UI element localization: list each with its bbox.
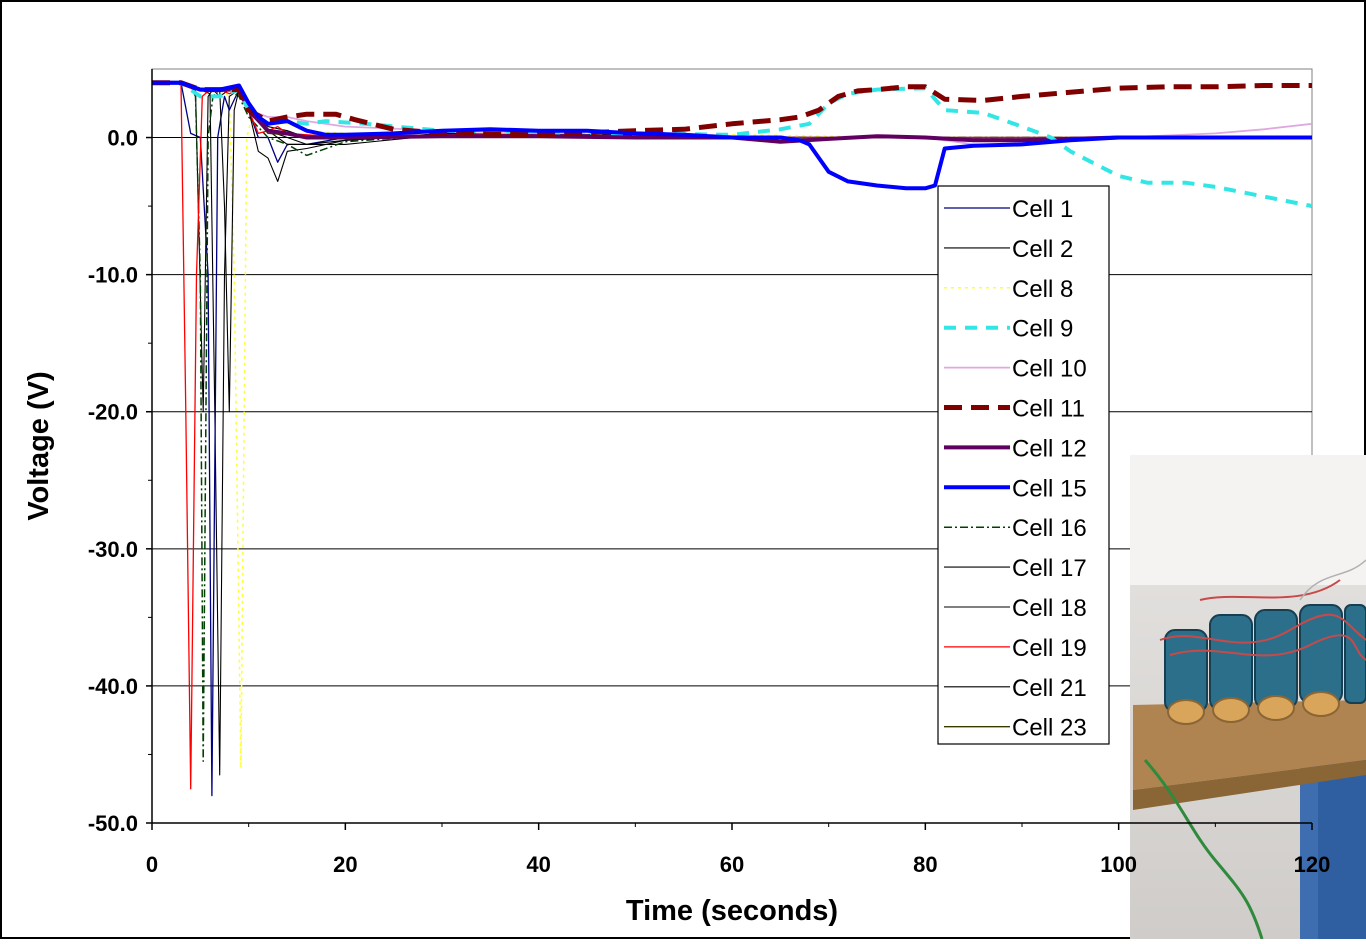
x-tick-label: 120 bbox=[1294, 852, 1331, 877]
legend-label: Cell 23 bbox=[1012, 715, 1087, 742]
y-tick-label: -10.0 bbox=[88, 263, 138, 288]
tick-labels: 0.0 -10.0 -20.0 -30.0 -40.0 -50.0 0 20 40 60 80 100… bbox=[88, 126, 1331, 877]
battery-pack-photo bbox=[1130, 455, 1366, 940]
legend-label: Cell 2 bbox=[1012, 236, 1073, 263]
legend-label: Cell 21 bbox=[1012, 675, 1087, 702]
y-tick-label: -50.0 bbox=[88, 811, 138, 836]
x-tick-label: 100 bbox=[1100, 852, 1137, 877]
x-tick-label: 40 bbox=[526, 852, 550, 877]
legend-label: Cell 18 bbox=[1012, 595, 1087, 622]
legend-box bbox=[937, 185, 1110, 745]
series-line-cell-9 bbox=[152, 80, 1312, 209]
x-axis-title: Time (seconds) bbox=[626, 895, 838, 927]
y-tick-label: 0.0 bbox=[107, 126, 138, 151]
legend-label: Cell 17 bbox=[1012, 555, 1087, 582]
legend-label: Cell 16 bbox=[1012, 515, 1087, 542]
legend: Cell 1 Cell 2 Cell 8 Cell 9 Cell 10 Cell 11 Ce… bbox=[937, 185, 1110, 745]
legend-label: Cell 15 bbox=[1012, 475, 1087, 502]
x-tick-label: 0 bbox=[146, 852, 158, 877]
series-layer bbox=[152, 80, 1312, 797]
legend-label: Cell 12 bbox=[1012, 435, 1087, 462]
plot-area bbox=[151, 68, 1313, 824]
legend-label: Cell 19 bbox=[1012, 635, 1087, 662]
legend-label: Cell 11 bbox=[1012, 396, 1085, 423]
legend-label: Cell 10 bbox=[1012, 356, 1087, 383]
y-axis-title: Voltage (V) bbox=[23, 371, 55, 520]
x-tick-label: 20 bbox=[333, 852, 357, 877]
x-tick-label: 80 bbox=[913, 852, 937, 877]
y-tick-label: -20.0 bbox=[88, 400, 138, 425]
tick-marks bbox=[146, 136, 1313, 830]
legend-label: Cell 1 bbox=[1012, 196, 1073, 223]
legend-label: Cell 9 bbox=[1012, 316, 1073, 343]
series-line-cell-16 bbox=[152, 81, 1312, 763]
y-tick-label: -40.0 bbox=[88, 674, 138, 699]
series-line-cell-15 bbox=[152, 80, 1312, 191]
x-tick-label: 60 bbox=[720, 852, 744, 877]
legend-label: Cell 8 bbox=[1012, 276, 1073, 303]
y-tick-label: -30.0 bbox=[88, 537, 138, 562]
